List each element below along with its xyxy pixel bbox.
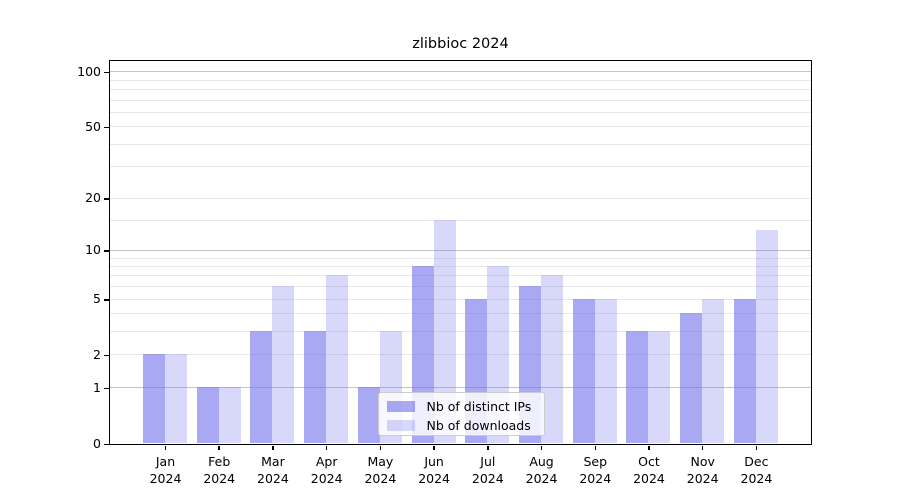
gridline-major-100 <box>109 71 811 73</box>
gridline-minor-9 <box>109 257 811 259</box>
bar-distinct-ips-jan <box>143 354 165 444</box>
x-tick-may <box>379 445 382 450</box>
gridline-minor-5 <box>109 298 811 300</box>
gridline-minor-30 <box>109 166 811 168</box>
bar-distinct-ips-mar <box>250 331 273 444</box>
y-tick-label-10: 10 <box>85 242 101 258</box>
legend-swatch-downloads <box>386 419 415 431</box>
x-tick-aug <box>540 445 543 450</box>
bar-distinct-ips-dec <box>733 298 756 444</box>
y-tick-label-5: 5 <box>93 291 101 307</box>
gridline-minor-7 <box>109 275 811 277</box>
bar-downloads-dec <box>755 230 778 444</box>
y-tick-100 <box>103 71 109 74</box>
x-tick-apr <box>325 445 328 450</box>
x-tick-nov <box>701 445 704 450</box>
x-tick-label-mar: Mar 2024 <box>257 454 289 486</box>
gridline-minor-6 <box>109 286 811 288</box>
gridline-major-1 <box>109 387 811 389</box>
y-tick-10 <box>103 250 109 252</box>
bar-distinct-ips-feb <box>196 387 219 444</box>
gridline-minor-60 <box>109 111 811 113</box>
x-tick-jul <box>487 445 489 450</box>
x-tick-jan <box>164 445 167 450</box>
bar-downloads-nov <box>702 298 725 444</box>
x-tick-label-jan: Jan 2024 <box>149 454 182 486</box>
bar-downloads-mar <box>272 286 295 444</box>
bar-distinct-ips-may <box>357 387 380 444</box>
x-tick-label-jul: Jul 2024 <box>471 454 504 486</box>
chart-title: zlibbioc 2024 <box>412 36 509 52</box>
x-tick-label-sep: Sep 2024 <box>579 454 612 486</box>
gridline-minor-40 <box>109 143 811 145</box>
x-tick-label-aug: Aug 2024 <box>525 454 558 486</box>
bar-distinct-ips-oct <box>626 331 649 444</box>
x-tick-label-jun: Jun 2024 <box>418 454 450 486</box>
y-tick-label-2: 2 <box>93 346 101 362</box>
legend-item-downloads: Nb of downloads <box>386 417 544 434</box>
x-tick-label-may: May 2024 <box>364 454 397 486</box>
x-tick-label-dec: Dec 2024 <box>740 454 773 486</box>
bar-downloads-feb <box>218 387 241 444</box>
y-tick-2 <box>103 354 109 357</box>
y-tick-0 <box>103 443 109 445</box>
gridline-minor-3 <box>109 331 811 333</box>
x-tick-label-nov: Nov 2024 <box>686 454 719 486</box>
x-tick-feb <box>218 445 220 450</box>
gridline-minor-20 <box>109 197 811 199</box>
bar-distinct-ips-sep <box>572 298 595 444</box>
legend-item-distinct-ips: Nb of distinct IPs <box>386 398 544 415</box>
legend-swatch-distinct-ips <box>386 400 415 412</box>
bar-distinct-ips-apr <box>304 331 327 444</box>
y-tick-label-100: 100 <box>77 63 101 79</box>
bar-downloads-jun <box>433 219 456 444</box>
x-tick-dec <box>755 445 758 450</box>
x-tick-label-oct: Oct 2024 <box>633 454 665 486</box>
y-tick-1 <box>103 387 109 390</box>
x-tick-mar <box>272 445 274 450</box>
bar-downloads-sep <box>594 298 617 444</box>
x-tick-oct <box>648 445 650 450</box>
bar-downloads-aug <box>541 275 564 444</box>
gridline-minor-4 <box>109 313 811 315</box>
gridline-minor-15 <box>109 219 811 221</box>
x-tick-label-feb: Feb 2024 <box>203 454 236 486</box>
x-tick-jun <box>433 445 435 450</box>
y-tick-label-1: 1 <box>93 379 101 395</box>
bar-distinct-ips-nov <box>680 313 703 444</box>
gridline-minor-90 <box>109 79 811 81</box>
bar-downloads-oct <box>648 331 671 444</box>
y-tick-20 <box>103 198 109 200</box>
gridline-minor-8 <box>109 265 811 267</box>
x-tick-label-apr: Apr 2024 <box>310 454 343 486</box>
gridline-major-10 <box>109 249 811 251</box>
y-tick-label-0: 0 <box>93 435 101 451</box>
plot-area: Nb of distinct IPs Nb of downloads <box>108 59 812 445</box>
y-tick-label-50: 50 <box>85 118 101 134</box>
y-tick-label-20: 20 <box>85 190 101 206</box>
bar-downloads-jan <box>165 354 187 444</box>
bar-downloads-apr <box>326 275 349 444</box>
gridline-minor-70 <box>109 99 811 101</box>
legend: Nb of distinct IPs Nb of downloads <box>377 391 545 436</box>
x-tick-sep <box>594 445 596 450</box>
gridline-minor-2 <box>109 354 811 356</box>
legend-label-distinct-ips: Nb of distinct IPs <box>426 398 532 414</box>
gridline-minor-80 <box>109 88 811 90</box>
y-tick-50 <box>103 126 109 129</box>
gridline-minor-50 <box>109 126 811 128</box>
y-tick-5 <box>103 299 109 301</box>
legend-label-downloads: Nb of downloads <box>426 417 531 433</box>
